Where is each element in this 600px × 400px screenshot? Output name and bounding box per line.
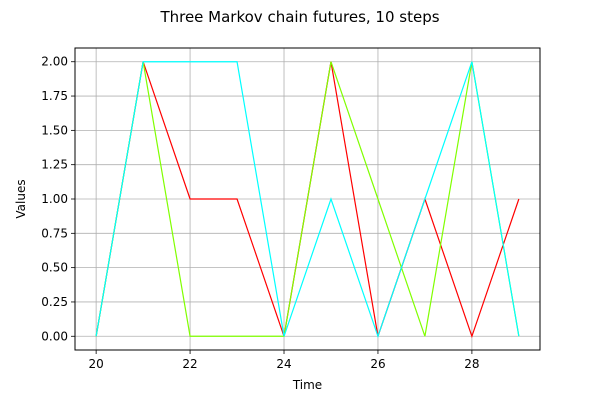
y-tick-label: 1.50: [41, 123, 68, 137]
x-tick-label: 28: [464, 357, 479, 371]
y-axis-label: Values: [14, 179, 28, 218]
y-tick-label: 0.75: [41, 226, 68, 240]
y-tick-label: 2.00: [41, 55, 68, 69]
series-line-2: [95, 61, 520, 337]
y-axis-ticks: 0.00 0.25 0.50 0.75 1.00 1.25 1.50 1.75 2.00: [41, 55, 75, 343]
x-axis-label: Time: [292, 378, 322, 392]
y-tick-label: 0.50: [41, 261, 68, 275]
y-tick-label: 1.25: [41, 158, 68, 172]
chart-title: Three Markov chain futures, 10 steps: [159, 8, 439, 26]
y-tick-label: 0.00: [41, 329, 68, 343]
x-axis-ticks: 20 22 24 26 28: [88, 350, 480, 371]
x-tick-label: 20: [88, 357, 103, 371]
y-tick-label: 1.75: [41, 89, 68, 103]
y-tick-label: 1.00: [41, 192, 68, 206]
y-tick-label: 0.25: [41, 295, 68, 309]
x-tick-label: 24: [276, 357, 291, 371]
series-line-3: [95, 61, 520, 339]
series-lines: [95, 61, 520, 339]
x-tick-label: 22: [182, 357, 197, 371]
grid-lines: [75, 48, 540, 350]
x-tick-label: 26: [370, 357, 385, 371]
